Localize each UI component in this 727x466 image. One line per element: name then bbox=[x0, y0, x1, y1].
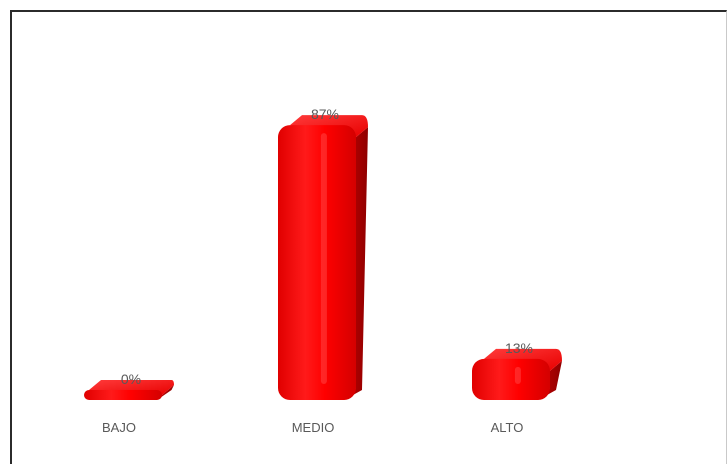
bar-alto bbox=[472, 348, 562, 400]
bar-bajo bbox=[84, 380, 174, 400]
bar-front-bajo bbox=[84, 390, 162, 400]
bar-front-alto bbox=[472, 358, 550, 400]
data-label-alto: 13% bbox=[505, 340, 533, 356]
bars-layer bbox=[84, 115, 562, 400]
bar-front-medio bbox=[278, 125, 356, 400]
bar-highlight-alto bbox=[514, 366, 521, 384]
bar-highlight-medio bbox=[320, 133, 327, 384]
category-label-alto: ALTO bbox=[491, 420, 524, 435]
category-label-bajo: BAJO bbox=[102, 420, 136, 435]
data-label-bajo: 0% bbox=[121, 371, 141, 387]
bar-chart: 0% BAJO 87% MEDIO 13% ALTO bbox=[84, 106, 562, 435]
chart-frame: 0% BAJO 87% MEDIO 13% ALTO bbox=[10, 10, 727, 464]
category-label-medio: MEDIO bbox=[292, 420, 335, 435]
data-label-medio: 87% bbox=[311, 106, 339, 122]
labels-layer: 0% BAJO 87% MEDIO 13% ALTO bbox=[102, 106, 533, 435]
bar-medio bbox=[278, 115, 368, 400]
